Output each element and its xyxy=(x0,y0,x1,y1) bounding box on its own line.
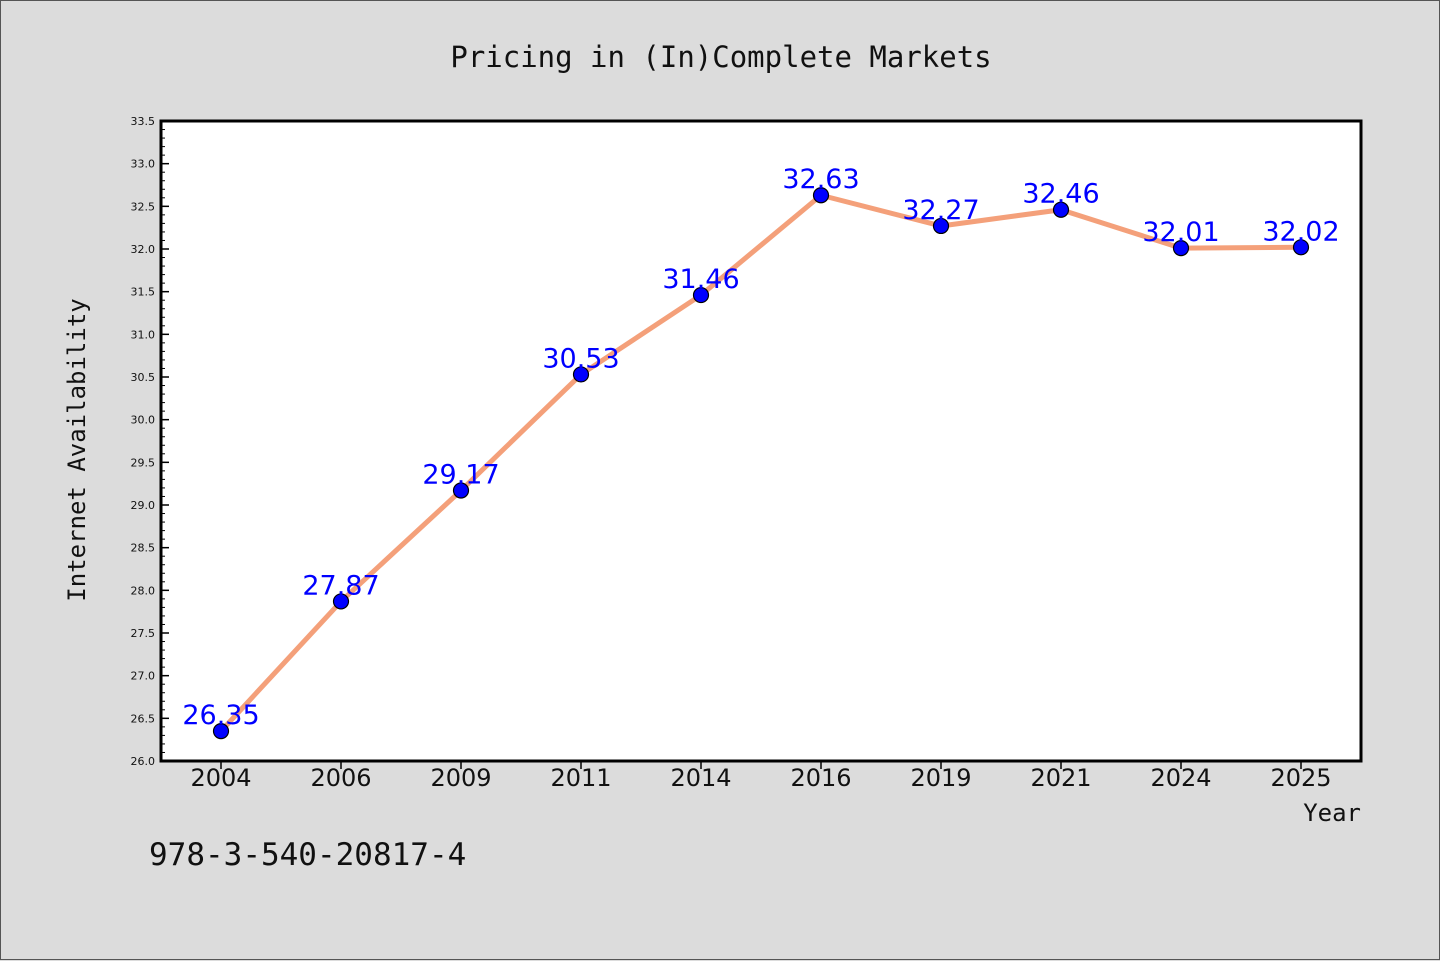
data-label: 29.17 xyxy=(422,459,499,490)
data-point-marker xyxy=(1172,240,1190,257)
y-axis-label: Internet Availability xyxy=(63,298,91,601)
data-label: 26.35 xyxy=(182,700,259,731)
y-tick-label: 27.5 xyxy=(131,627,156,640)
x-axis-label: Year xyxy=(1303,799,1361,827)
x-axis: 2004 2006 2009 2011 2014 2016 2019 2021 2024 2025 xyxy=(190,761,1332,792)
y-tick-label: 28.5 xyxy=(131,542,156,555)
x-tick-label: 2009 xyxy=(430,764,491,792)
y-tick-label: 30.5 xyxy=(131,371,156,384)
x-tick-label: 2006 xyxy=(310,764,371,792)
y-axis: 26.0 26.5 27.0 27.5 28.0 28.5 29.0 29.5 30.0 30.5… xyxy=(131,115,169,768)
y-tick-label: 26.0 xyxy=(131,755,156,768)
x-tick-label: 2011 xyxy=(550,764,611,792)
chart-title: Pricing in (In)Complete Markets xyxy=(450,40,991,74)
data-label: 30.53 xyxy=(542,343,619,374)
data-point-marker xyxy=(572,366,590,383)
y-tick-label: 29.0 xyxy=(131,499,156,512)
x-tick-label: 2025 xyxy=(1270,764,1331,792)
data-label: 32.63 xyxy=(782,164,859,195)
data-point-marker xyxy=(452,482,470,499)
x-tick-label: 2014 xyxy=(670,764,731,792)
data-point-marker xyxy=(1052,201,1070,218)
x-tick-label: 2004 xyxy=(190,764,251,792)
x-tick-label: 2021 xyxy=(1030,764,1091,792)
data-label: 32.01 xyxy=(1142,217,1219,248)
y-tick-label: 33.0 xyxy=(131,158,156,171)
data-point-marker xyxy=(932,217,950,235)
x-tick-label: 2019 xyxy=(910,764,971,792)
data-label: 27.87 xyxy=(302,570,379,601)
data-point-marker xyxy=(812,187,830,204)
data-label: 32.27 xyxy=(902,195,979,226)
data-point-marker xyxy=(692,286,710,304)
y-tick-label: 32.0 xyxy=(131,243,156,256)
data-point-marker xyxy=(212,723,230,740)
x-tick-label: 2024 xyxy=(1150,764,1211,792)
y-tick-label: 31.0 xyxy=(131,328,156,341)
markers-group xyxy=(212,187,1310,740)
y-tick-label: 26.5 xyxy=(131,712,156,725)
y-tick-label: 27.0 xyxy=(131,670,156,683)
plot-area xyxy=(159,119,1363,763)
footnote-isbn: 978-3-540-20817-4 xyxy=(149,837,466,873)
series-line xyxy=(218,192,1304,734)
data-point-marker xyxy=(332,593,350,610)
y-tick-label: 31.5 xyxy=(131,286,156,299)
y-tick-label: 28.0 xyxy=(131,584,156,597)
data-label: 32.46 xyxy=(1022,179,1099,210)
data-label: 31.46 xyxy=(662,264,739,295)
y-tick-label: 29.5 xyxy=(131,456,156,469)
x-tick-label: 2016 xyxy=(790,764,851,792)
y-tick-label: 30.0 xyxy=(131,414,156,427)
data-label: 32.02 xyxy=(1262,216,1339,247)
y-tick-label: 33.5 xyxy=(131,115,156,128)
y-tick-label: 32.5 xyxy=(131,200,156,213)
series-line-group xyxy=(218,192,1304,734)
data-point-marker xyxy=(1292,239,1310,256)
data-labels-group: 26.35 27.87 29.17 30.53 31.46 32.63 32.27 32.46… xyxy=(182,164,1339,731)
